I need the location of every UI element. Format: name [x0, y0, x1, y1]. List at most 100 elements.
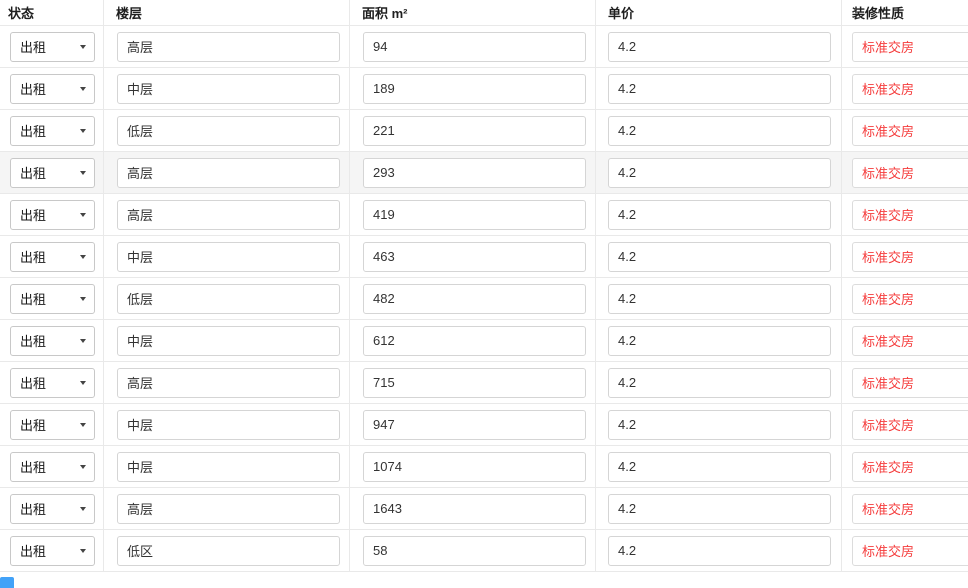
status-select[interactable]: 出租: [10, 325, 95, 356]
unit-price-input[interactable]: [608, 409, 831, 440]
decoration-field[interactable]: 标准交房: [852, 367, 968, 398]
decoration-field[interactable]: 标准交房: [852, 241, 968, 272]
unit-price-input[interactable]: [608, 199, 831, 230]
decoration-field[interactable]: 标准交房: [852, 451, 968, 482]
status-select[interactable]: 出租: [10, 451, 95, 482]
area-input[interactable]: [363, 367, 586, 398]
status-select[interactable]: 出租: [10, 367, 95, 398]
area-input[interactable]: [363, 157, 586, 188]
status-select[interactable]: 出租: [10, 409, 95, 440]
area-input[interactable]: [363, 535, 586, 566]
decoration-cell: 标准交房: [842, 488, 968, 530]
unit-price-input[interactable]: [608, 451, 831, 482]
decoration-label: 标准交房: [862, 376, 915, 391]
floor-cell: [104, 530, 350, 572]
floor-input[interactable]: [117, 451, 340, 482]
floor-input[interactable]: [117, 409, 340, 440]
decoration-field[interactable]: 标准交房: [852, 73, 968, 104]
status-select[interactable]: 出租: [10, 493, 95, 524]
decoration-field[interactable]: 标准交房: [852, 31, 968, 62]
floor-cell: [104, 152, 350, 194]
price-cell: [596, 404, 842, 446]
area-cell: [350, 194, 596, 236]
unit-price-input[interactable]: [608, 535, 831, 566]
decoration-field[interactable]: 标准交房: [852, 199, 968, 230]
decoration-label: 标准交房: [862, 418, 915, 433]
decoration-label: 标准交房: [862, 82, 915, 97]
table-row: 出租 标准交房: [0, 110, 968, 152]
decoration-label: 标准交房: [862, 460, 915, 475]
table-row: 出租 标准交房: [0, 530, 968, 572]
floor-input[interactable]: [117, 367, 340, 398]
status-select-value: 出租: [20, 376, 47, 391]
status-cell: 出租: [0, 404, 104, 446]
table-row: 出租 标准交房: [0, 446, 968, 488]
clipped-blue-button[interactable]: [0, 577, 14, 588]
area-cell: [350, 26, 596, 68]
area-cell: [350, 362, 596, 404]
decoration-field[interactable]: 标准交房: [852, 325, 968, 356]
status-select-value: 出租: [20, 502, 47, 517]
floor-input[interactable]: [117, 241, 340, 272]
area-input[interactable]: [363, 409, 586, 440]
floor-input[interactable]: [117, 325, 340, 356]
floor-input[interactable]: [117, 73, 340, 104]
area-input[interactable]: [363, 241, 586, 272]
unit-price-input[interactable]: [608, 325, 831, 356]
status-select[interactable]: 出租: [10, 73, 95, 104]
status-select[interactable]: 出租: [10, 283, 95, 314]
unit-price-input[interactable]: [608, 367, 831, 398]
status-select-value: 出租: [20, 124, 47, 139]
decoration-field[interactable]: 标准交房: [852, 283, 968, 314]
floor-input[interactable]: [117, 493, 340, 524]
unit-price-input[interactable]: [608, 157, 831, 188]
price-cell: [596, 110, 842, 152]
status-select[interactable]: 出租: [10, 199, 95, 230]
floor-input[interactable]: [117, 157, 340, 188]
area-input[interactable]: [363, 451, 586, 482]
floor-input[interactable]: [117, 283, 340, 314]
status-select[interactable]: 出租: [10, 115, 95, 146]
unit-price-input[interactable]: [608, 283, 831, 314]
floor-cell: [104, 446, 350, 488]
caret-down-icon: [80, 548, 86, 553]
status-cell: 出租: [0, 236, 104, 278]
area-input[interactable]: [363, 199, 586, 230]
floor-input[interactable]: [117, 115, 340, 146]
decoration-cell: 标准交房: [842, 68, 968, 110]
caret-down-icon: [80, 506, 86, 511]
status-select-value: 出租: [20, 166, 47, 181]
caret-down-icon: [80, 212, 86, 217]
unit-price-input[interactable]: [608, 31, 831, 62]
unit-price-input[interactable]: [608, 241, 831, 272]
unit-price-input[interactable]: [608, 493, 831, 524]
status-select[interactable]: 出租: [10, 31, 95, 62]
floor-cell: [104, 320, 350, 362]
caret-down-icon: [80, 464, 86, 469]
decoration-field[interactable]: 标准交房: [852, 535, 968, 566]
table-row: 出租 标准交房: [0, 404, 968, 446]
decoration-cell: 标准交房: [842, 446, 968, 488]
area-input[interactable]: [363, 73, 586, 104]
area-input[interactable]: [363, 283, 586, 314]
unit-price-input[interactable]: [608, 73, 831, 104]
area-input[interactable]: [363, 493, 586, 524]
status-select[interactable]: 出租: [10, 535, 95, 566]
status-select[interactable]: 出租: [10, 157, 95, 188]
floor-input[interactable]: [117, 535, 340, 566]
area-input[interactable]: [363, 115, 586, 146]
decoration-field[interactable]: 标准交房: [852, 409, 968, 440]
area-input[interactable]: [363, 325, 586, 356]
area-cell: [350, 236, 596, 278]
decoration-cell: 标准交房: [842, 26, 968, 68]
floor-input[interactable]: [117, 199, 340, 230]
floor-input[interactable]: [117, 31, 340, 62]
decoration-field[interactable]: 标准交房: [852, 115, 968, 146]
status-select[interactable]: 出租: [10, 241, 95, 272]
decoration-field[interactable]: 标准交房: [852, 157, 968, 188]
unit-price-input[interactable]: [608, 115, 831, 146]
decoration-label: 标准交房: [862, 502, 915, 517]
status-cell: 出租: [0, 488, 104, 530]
area-input[interactable]: [363, 31, 586, 62]
decoration-field[interactable]: 标准交房: [852, 493, 968, 524]
